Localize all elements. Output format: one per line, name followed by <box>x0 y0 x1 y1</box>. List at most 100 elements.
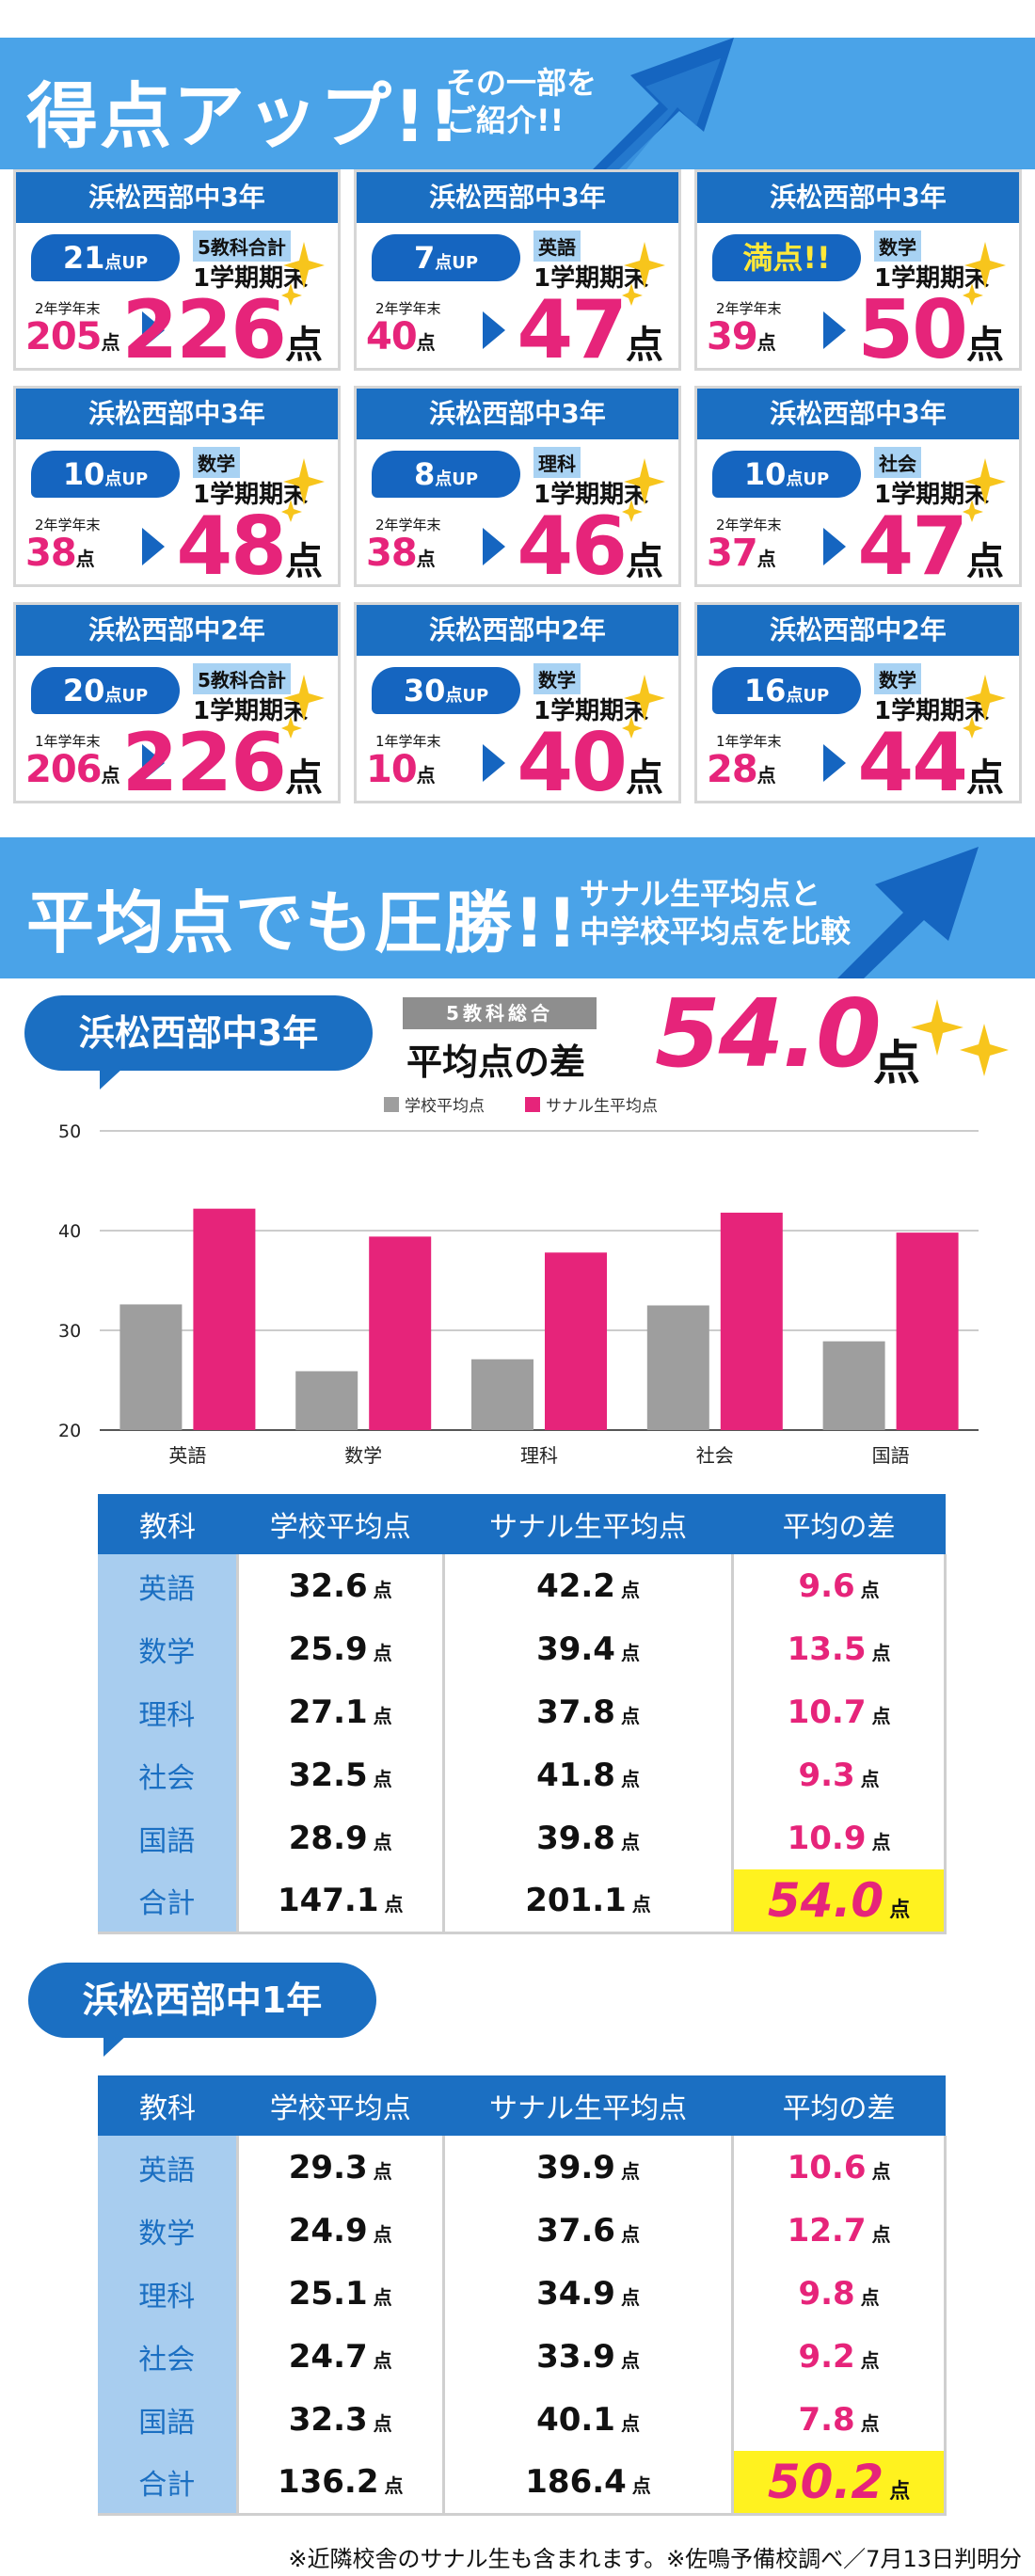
score-card: 浜松西部中3年 10点UP 社会 1学期期末 2年学年末 37点 47点 <box>694 386 1022 587</box>
prev-term-label: 1年学年末 <box>375 733 441 750</box>
school-avg-cell: 147.1 点 <box>237 1869 445 1934</box>
score-card: 浜松西部中2年 16点UP 数学 1学期期末 1年学年末 28点 44点 <box>694 602 1022 803</box>
table-row: 国語 28.9 点 39.8 点 10.9 点 <box>98 1806 947 1869</box>
score-up-value: 20 <box>62 673 105 708</box>
legend-swatch <box>384 1097 399 1112</box>
average-diff-unit: 点 <box>873 1036 920 1090</box>
subject-cell: 合計 <box>98 2451 239 2516</box>
diff-cell: 10.9 点 <box>732 1806 947 1869</box>
diff-value: 10.7 <box>787 1693 867 1731</box>
bar <box>119 1304 183 1430</box>
score-up-value: 10 <box>62 456 105 492</box>
school-avg-value: 27.1 <box>288 1693 368 1731</box>
score-up-value: 8 <box>413 456 436 492</box>
sparkle-icon <box>622 673 667 742</box>
sanaru-avg-cell: 33.9 点 <box>443 2325 735 2388</box>
school-avg-value: 32.6 <box>288 1566 368 1605</box>
banner-subtitle-line1: その一部を <box>446 65 597 101</box>
score-up-badge: 10点UP <box>712 451 861 498</box>
sparkle-icon <box>281 240 326 310</box>
diff-cell: 9.3 点 <box>732 1743 947 1806</box>
school-avg-value: 24.7 <box>288 2337 368 2376</box>
school-avg-cell: 24.9 点 <box>237 2199 445 2262</box>
sanaru-avg-value: 33.9 <box>536 2337 615 2376</box>
current-score-value: 50 <box>857 283 968 371</box>
score-up-value: 30 <box>403 673 446 708</box>
subject-cell: 英語 <box>98 2136 239 2199</box>
school-avg-cell: 32.5 点 <box>237 1743 445 1806</box>
score-card: 浜松西部中2年 30点UP 数学 1学期期末 1年学年末 10点 40点 <box>354 602 681 803</box>
prev-score-value: 37 <box>707 532 758 575</box>
sparkle-icon <box>963 456 1008 526</box>
unit-label: 点 <box>871 2222 891 2246</box>
legend-label: サナル生平均点 <box>546 1097 658 1116</box>
unit-label: 点 <box>373 2411 392 2435</box>
unit-label: 点 <box>871 1641 891 1664</box>
average-bar-chart: 学校平均点 サナル生平均点 20 30 40 50 英語 数学 理科 社会 国語 <box>58 1097 979 1467</box>
unit-label: 点 <box>860 2348 880 2372</box>
x-tick-label: 英語 <box>168 1444 206 1467</box>
table-header: サナル生平均点 <box>443 2075 733 2136</box>
right-triangle-icon <box>483 311 505 349</box>
current-score-unit: 点 <box>966 540 1004 583</box>
card-term: 1学期期末 <box>874 481 990 509</box>
table-row: 合計 136.2 点 186.4 点 50.2 点 <box>98 2451 947 2516</box>
diff-value: 13.5 <box>787 1630 867 1668</box>
bar <box>193 1208 256 1430</box>
subject-cell: 国語 <box>98 2388 239 2451</box>
unit-label: 点 <box>860 2411 880 2435</box>
sanaru-avg-value: 37.6 <box>536 2211 615 2250</box>
table-row: 英語 29.3 点 39.9 点 10.6 点 <box>98 2136 947 2199</box>
diff-value: 9.2 <box>798 2337 855 2376</box>
card-subject: 理科 <box>533 447 581 478</box>
sanaru-avg-cell: 37.6 点 <box>443 2199 735 2262</box>
section-heading-label: 浜松西部中3年 <box>78 1012 319 1054</box>
score-up-badge: 21点UP <box>31 234 180 281</box>
sanaru-avg-value: 34.9 <box>536 2274 615 2313</box>
school-avg-cell: 24.7 点 <box>237 2325 445 2388</box>
unit-label: 点 <box>373 2348 392 2372</box>
prev-score-unit: 点 <box>756 764 776 787</box>
school-avg-value: 24.9 <box>288 2211 368 2250</box>
unit-label: 点 <box>373 2222 392 2246</box>
sanaru-avg-cell: 40.1 点 <box>443 2388 735 2451</box>
card-term: 1学期期末 <box>533 264 649 293</box>
unit-label: 点 <box>889 1898 911 1922</box>
prev-score: 40点 <box>366 315 436 358</box>
diff-cell: 12.7 点 <box>732 2199 947 2262</box>
diff-cell: 13.5 点 <box>732 1617 947 1680</box>
prev-score-value: 10 <box>366 748 418 791</box>
banner-title: 平均点でも圧勝!! <box>26 883 580 962</box>
table-row: 国語 32.3 点 40.1 点 7.8 点 <box>98 2388 947 2451</box>
sanaru-avg-value: 42.2 <box>536 1566 615 1605</box>
score-card: 浜松西部中3年 満点!! 数学 1学期期末 2年学年末 39点 50点 <box>694 169 1022 371</box>
diff-value: 10.6 <box>787 2148 867 2186</box>
school-avg-value: 32.5 <box>288 1756 368 1794</box>
average-diff-value: 54.0 <box>655 978 882 1089</box>
table-header: 教科 <box>98 2075 237 2136</box>
school-avg-value: 136.2 <box>277 2462 379 2501</box>
diff-value: 10.9 <box>787 1819 867 1857</box>
prev-score: 10点 <box>366 748 436 791</box>
current-score: 48点 <box>176 500 323 584</box>
prev-score-unit: 点 <box>416 331 436 354</box>
banner-subtitle-line1: サナル生平均点と <box>580 876 821 912</box>
table-row: 社会 32.5 点 41.8 点 9.3 点 <box>98 1743 947 1806</box>
banner-subtitle-line2: 中学校平均点を比較 <box>580 914 852 949</box>
card-school: 浜松西部中2年 <box>16 605 338 656</box>
score-up-unit: 点UP <box>104 686 149 706</box>
banner-average: 平均点でも圧勝!! サナル生平均点と 中学校平均点を比較 <box>0 837 1035 978</box>
diff-value: 50.2 <box>767 2454 884 2509</box>
table-row: 理科 27.1 点 37.8 点 10.7 点 <box>98 1680 947 1743</box>
score-up-unit: 点UP <box>104 469 149 489</box>
table-row: 英語 32.6 点 42.2 点 9.6 点 <box>98 1554 947 1617</box>
card-term: 1学期期末 <box>193 481 309 509</box>
prev-score: 38点 <box>25 532 95 575</box>
school-avg-cell: 25.1 点 <box>237 2262 445 2325</box>
banner-subtitle: その一部を ご紹介!! <box>446 64 597 139</box>
current-score-unit: 点 <box>626 756 663 800</box>
sanaru-avg-value: 41.8 <box>536 1756 615 1794</box>
unit-label: 点 <box>373 2159 392 2183</box>
prev-score: 28点 <box>707 748 776 791</box>
score-up-badge: 16点UP <box>712 667 861 714</box>
